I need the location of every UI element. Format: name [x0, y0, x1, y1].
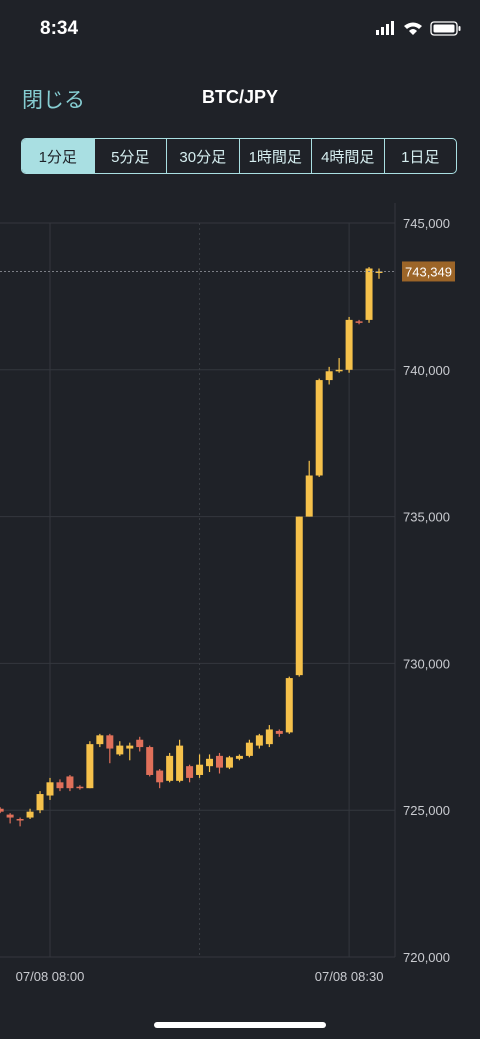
candle-body	[16, 819, 24, 821]
candle-body	[156, 770, 164, 783]
home-indicator	[154, 1022, 326, 1028]
tab[interactable]: 30分足	[166, 139, 239, 173]
candle-body	[335, 369, 343, 372]
candle-body	[255, 735, 263, 746]
candle-body	[186, 766, 194, 778]
close-button[interactable]: 閉じる	[22, 89, 85, 112]
candle-body	[206, 758, 214, 767]
candle-body	[0, 808, 4, 812]
candle-body	[365, 268, 373, 320]
candle-body	[355, 321, 363, 323]
candle-body	[275, 730, 283, 734]
candle-body	[56, 782, 64, 789]
y-tick-label: 725,000	[403, 803, 450, 818]
tab[interactable]: 1日足	[383, 139, 457, 173]
candle-body	[375, 271, 383, 273]
candle-body	[146, 747, 154, 775]
x-tick-label: 07/08 08:30	[315, 969, 384, 984]
y-tick-label: 720,000	[403, 950, 450, 965]
candle-body	[26, 811, 34, 818]
candle-body	[225, 757, 233, 768]
candle-body	[325, 371, 333, 381]
y-tick-label: 740,000	[403, 363, 450, 378]
candle-body	[295, 516, 303, 676]
y-tick-label: 735,000	[403, 510, 450, 525]
candle-body	[265, 729, 273, 745]
last-price-label: 743,349	[405, 264, 452, 279]
tab[interactable]: 1時間足	[238, 139, 312, 173]
candle-body	[96, 735, 104, 745]
candle-body	[345, 319, 353, 370]
tab[interactable]: 1分足	[22, 139, 94, 173]
candle-body	[196, 764, 204, 775]
candle-body	[66, 776, 74, 789]
candle-body	[305, 475, 313, 517]
candle-body	[235, 755, 243, 759]
status-time: 8:34	[40, 18, 79, 39]
chart: 720,000 725,000 730,000 735,000 740,000 745,0…	[0, 203, 455, 984]
y-tick-label: 745,000	[403, 216, 450, 231]
title: BTC/JPY	[201, 87, 279, 107]
candle-body	[285, 678, 293, 733]
candle-body	[126, 745, 134, 749]
candle-body	[6, 814, 14, 818]
candle-body	[245, 742, 253, 756]
candle-body	[46, 782, 54, 796]
candle-body	[76, 786, 84, 789]
tab[interactable]: 4時間足	[311, 139, 384, 173]
candle-body	[106, 735, 114, 749]
last-price-box	[402, 261, 455, 282]
candle-body	[215, 755, 223, 768]
candle-body	[176, 745, 184, 781]
tab[interactable]: 5分足	[93, 139, 167, 173]
y-tick-label: 730,000	[403, 656, 450, 671]
candle-body	[315, 380, 323, 476]
status-icons	[376, 21, 461, 36]
candle-body	[116, 745, 124, 755]
candle-body	[136, 739, 144, 748]
candle-body	[166, 755, 174, 781]
candle-body	[36, 794, 44, 811]
timeframe-tabs: 1分足 5分足 30分足 1時間足 4時間足 1日足	[21, 138, 457, 174]
x-tick-label: 07/08 08:00	[16, 969, 85, 984]
candle-body	[86, 744, 94, 789]
